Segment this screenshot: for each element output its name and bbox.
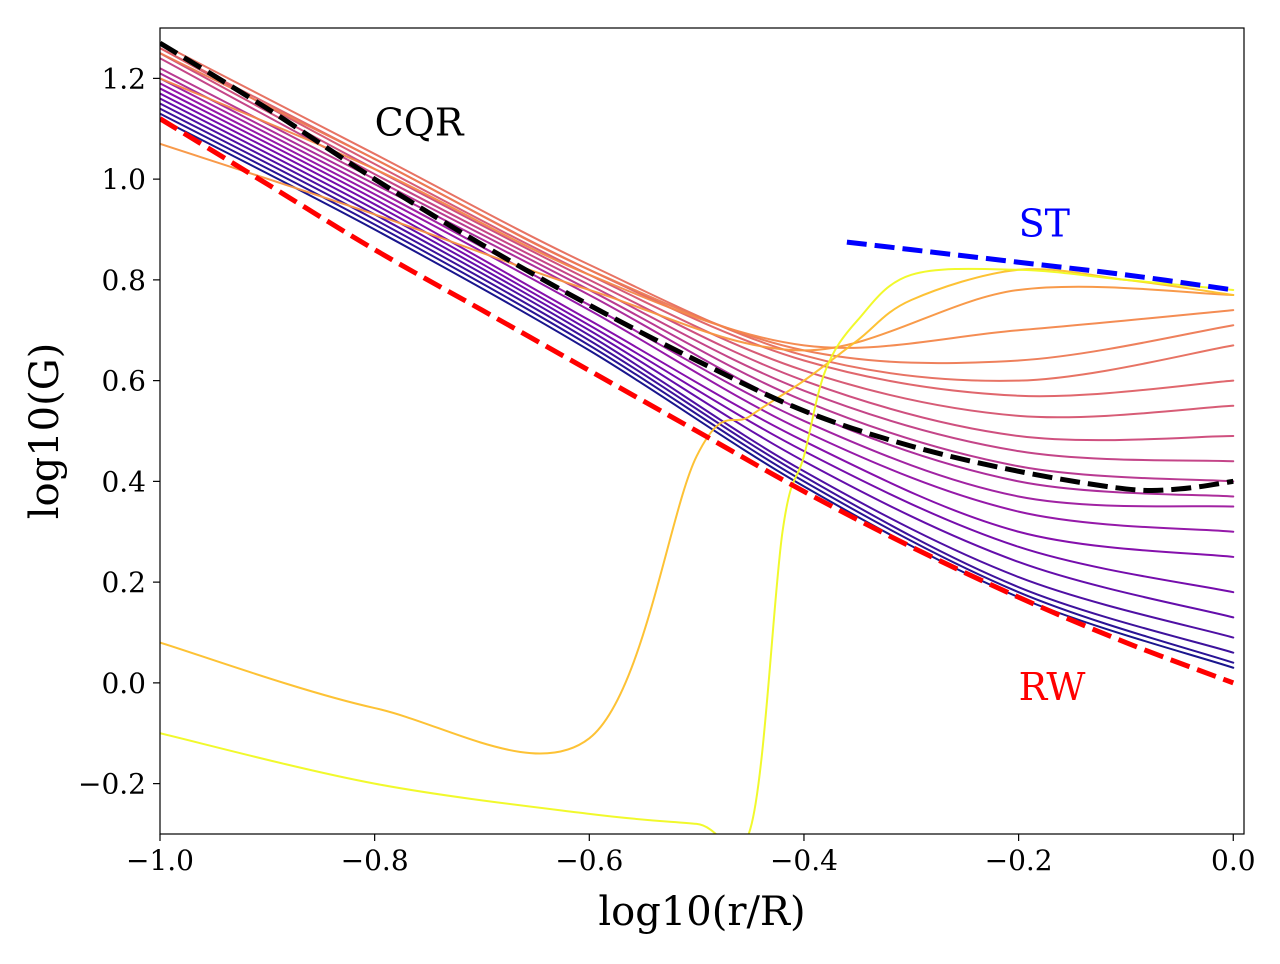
- reference-line-st: [846, 239, 1234, 293]
- x-axis-label: log10(r/R): [598, 889, 805, 935]
- x-tick-label-0: −1.0: [126, 844, 194, 877]
- x-tick-label-5: 0.0: [1211, 844, 1256, 877]
- series-line-family-11: [160, 67, 1235, 483]
- axes-ticks: −1.0 −0.8 −0.6 −0.4 −0.2 0.0 −0.2 0.0 0.2 0.4 0.6 0…: [78, 62, 1256, 877]
- y-axis-label: log10(G): [22, 343, 68, 520]
- y-tick-label-0: −0.2: [78, 768, 146, 801]
- x-tick-label-3: −0.4: [770, 844, 838, 877]
- series-line-family-05: [160, 97, 1235, 619]
- x-tick-label-2: −0.6: [555, 844, 623, 877]
- x-tick-label-1: −0.8: [341, 844, 409, 877]
- y-tick-label-6: 1.0: [101, 163, 146, 196]
- series-line-family-18: [160, 77, 1235, 349]
- reference-line-cqr: [160, 40, 1234, 494]
- y-tick-label-7: 1.2: [101, 62, 146, 95]
- y-tick-label-2: 0.2: [101, 566, 146, 599]
- annotation-st: ST: [1019, 201, 1070, 245]
- series-line-family-01: [160, 117, 1235, 669]
- series-line-family-17: [160, 52, 1235, 365]
- series-line-family-15: [160, 47, 1235, 398]
- x-tick-label-4: −0.2: [985, 844, 1053, 877]
- series-line-family-16: [160, 42, 1235, 382]
- axes-frame: [159, 27, 1245, 835]
- annotation-rw: RW: [1019, 665, 1086, 709]
- series-line-family-03: [160, 107, 1235, 654]
- annotations: CQR ST RW: [375, 101, 1086, 709]
- plot-area: [160, 40, 1235, 834]
- y-tick-label-5: 0.8: [101, 264, 146, 297]
- series-line-family-14: [160, 47, 1235, 419]
- y-tick-label-1: 0.0: [101, 667, 146, 700]
- series-line-family-04: [160, 102, 1235, 639]
- y-tick-label-3: 0.4: [101, 465, 146, 498]
- series-line-family-19: [160, 142, 1235, 352]
- series-line-family-12: [160, 57, 1235, 463]
- y-tick-label-4: 0.6: [101, 365, 146, 398]
- annotation-cqr: CQR: [375, 101, 465, 145]
- reference-line-rw: [160, 116, 1235, 686]
- series-line-family-08: [160, 82, 1235, 533]
- series-line-family-07: [160, 87, 1235, 558]
- series-line-family-02: [160, 112, 1235, 664]
- series-line-family-20: [160, 268, 1235, 755]
- series-line-family-06: [160, 92, 1235, 594]
- series-line-family-13: [160, 52, 1235, 442]
- series-line-family-10: [160, 72, 1235, 498]
- series-line-family-09: [160, 77, 1235, 508]
- series-line-family-21: [160, 267, 1235, 834]
